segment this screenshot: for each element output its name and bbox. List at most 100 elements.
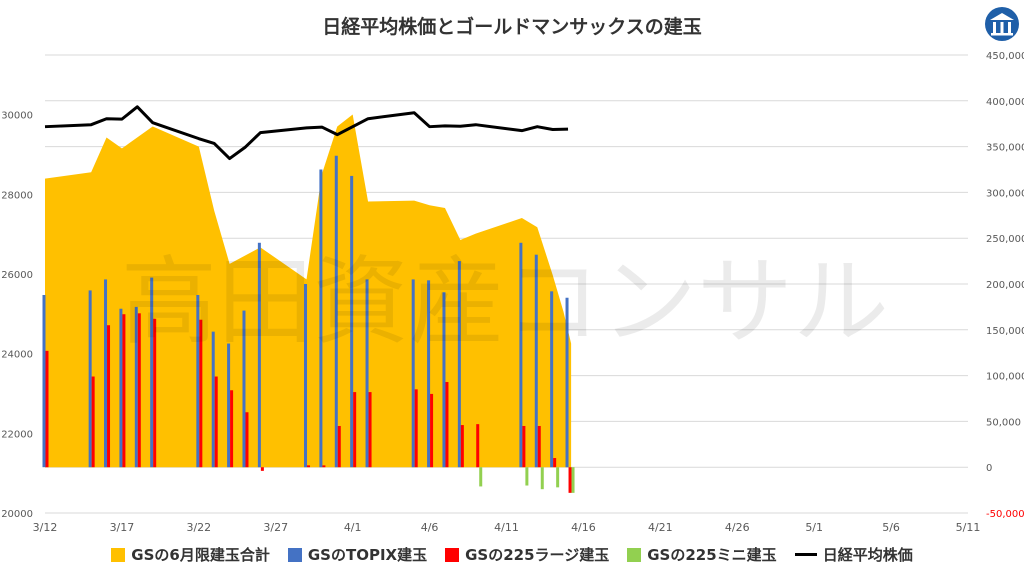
x-tick-label: 3/22 (186, 521, 211, 534)
legend-swatch (627, 547, 642, 562)
company-logo-icon (985, 7, 1019, 41)
bar-225-mini (571, 467, 575, 493)
x-tick-label: 5/11 (956, 521, 981, 534)
legend-label: GSの225ラージ建玉 (465, 546, 610, 564)
area-gs-june-total (45, 114, 572, 468)
y-right-tick-label: 100,000 (986, 372, 1024, 383)
bar-topix (350, 175, 354, 468)
y-right-tick-label: 50,000 (986, 417, 1021, 428)
bar-topix (227, 343, 231, 468)
bar-topix (427, 280, 431, 468)
bar-topix (257, 242, 261, 468)
bar-225-large (414, 389, 418, 468)
x-tick-label: 4/6 (421, 521, 439, 534)
x-tick-label: 4/1 (344, 521, 362, 534)
x-tick-label: 3/27 (263, 521, 288, 534)
legend-label: GSの6月限建玉合計 (131, 546, 270, 564)
x-tick-label: 4/11 (494, 521, 519, 534)
bar-225-mini (479, 467, 483, 487)
bar-225-large (245, 412, 249, 468)
legend-item-gs-225-large: GSの225ラージ建玉 (445, 544, 609, 565)
y-left-tick-label: 26000 (1, 270, 33, 281)
bar-225-large (153, 318, 157, 468)
area-series (45, 114, 572, 468)
x-tick-label: 3/12 (33, 521, 58, 534)
y-right-tick-label: 400,000 (986, 97, 1024, 108)
x-tick-label: 5/6 (882, 521, 900, 534)
x-tick-label: 4/26 (725, 521, 750, 534)
legend-swatch (794, 553, 817, 556)
bar-topix (119, 308, 123, 468)
bar-topix (365, 279, 369, 468)
bar-topix (534, 254, 538, 468)
bar-topix (550, 291, 554, 468)
y-left-tick-label: 20000 (1, 509, 33, 520)
legend-item-nikkei: 日経平均株価 (794, 544, 913, 565)
bar-series (42, 155, 575, 493)
legend-label: 日経平均株価 (822, 546, 913, 564)
y-right-tick-label: -50,000 (986, 509, 1024, 520)
bar-225-large (368, 392, 372, 468)
bar-topix (334, 155, 338, 468)
y-right-tick-label: 0 (986, 463, 992, 474)
x-tick-label: 5/1 (805, 521, 823, 534)
bar-225-large (430, 393, 434, 468)
bar-225-large (122, 314, 126, 468)
axes: -50,000 0 50,000 100,000 150,000 200,000 250,0… (1, 51, 1024, 534)
bar-225-large (460, 425, 464, 468)
bar-topix (150, 277, 154, 468)
y-left-tick-label: 30000 (1, 111, 33, 122)
bar-225-large (214, 376, 218, 468)
bar-topix (442, 292, 446, 468)
bar-225-large (537, 425, 541, 468)
bar-225-mini (525, 467, 529, 486)
bar-225-large (199, 319, 203, 468)
y-left-tick-label: 24000 (1, 350, 33, 361)
chart-title: 日経平均株価とゴールドマンサックスの建玉 (322, 16, 702, 38)
bar-225-large (476, 424, 480, 468)
y-right-tick-label: 300,000 (986, 188, 1024, 199)
y-right-tick-label: 150,000 (986, 326, 1024, 337)
bar-topix (411, 279, 415, 468)
legend: GSの6月限建玉合計 GSのTOPIX建玉 GSの225ラージ建玉 GSの225… (0, 544, 1024, 565)
y-right-tick-label: 350,000 (986, 143, 1024, 154)
bar-225-large (322, 465, 326, 468)
line-nikkei (44, 105, 569, 161)
legend-item-gs-june-total: GSの6月限建玉合計 (111, 544, 270, 565)
bar-225-large (45, 350, 49, 468)
bar-225-large (91, 376, 95, 468)
bar-225-mini (556, 467, 560, 488)
legend-label: GSの225ミニ建玉 (647, 546, 777, 564)
legend-label: GSのTOPIX建玉 (307, 546, 428, 564)
bar-topix (211, 331, 215, 468)
legend-swatch (287, 547, 302, 562)
bar-topix (196, 294, 200, 468)
bar-topix (42, 294, 46, 468)
bar-225-large (553, 458, 557, 468)
bar-225-large (445, 382, 449, 468)
y-right-tick-label: 250,000 (986, 234, 1024, 245)
bar-topix (519, 242, 523, 468)
bar-topix (242, 310, 246, 468)
bar-225-large (568, 467, 572, 493)
bar-225-large (522, 425, 526, 468)
bar-topix (88, 290, 92, 468)
bar-225-large (230, 390, 234, 468)
bar-225-large (260, 467, 264, 471)
bar-topix (304, 284, 308, 468)
y-left-tick-label: 28000 (1, 190, 33, 201)
bar-225-large (107, 325, 111, 468)
bar-225-large (337, 425, 341, 468)
legend-swatch (445, 547, 460, 562)
bar-225-large (137, 313, 141, 468)
bar-225-large (353, 392, 357, 468)
y-left-tick-label: 22000 (1, 429, 33, 440)
legend-item-gs-225-mini: GSの225ミニ建玉 (627, 544, 777, 565)
x-tick-label: 4/21 (648, 521, 673, 534)
bar-topix (134, 306, 138, 468)
bar-225-mini (540, 467, 544, 490)
bar-topix (104, 279, 108, 468)
watermark: 高田資産コンサル (121, 246, 889, 358)
line-series (44, 105, 569, 161)
